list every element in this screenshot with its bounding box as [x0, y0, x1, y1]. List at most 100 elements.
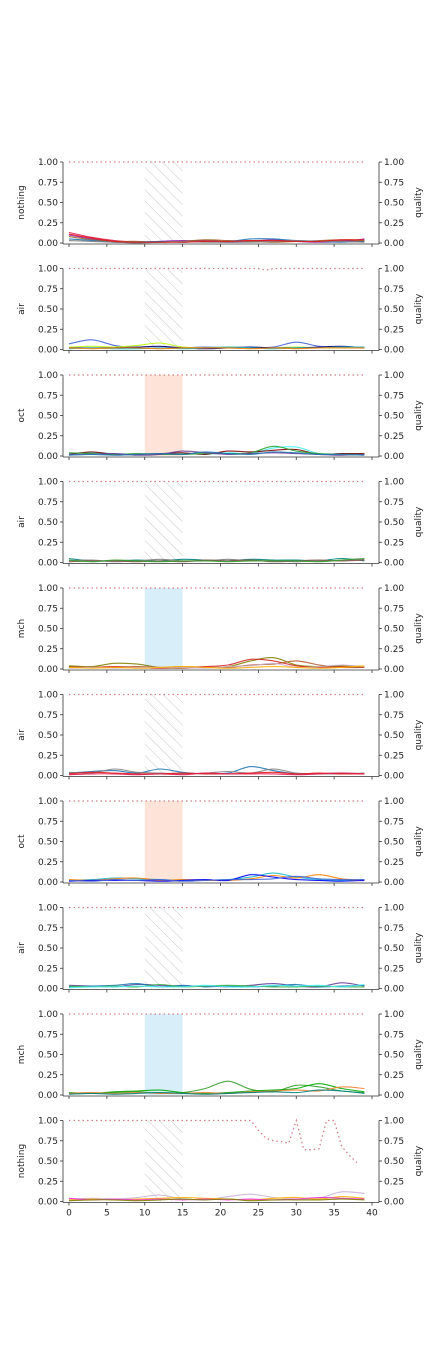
highlight-band: [144, 268, 183, 350]
y2-tick-label: 0.50: [384, 1051, 404, 1061]
y-tick-label: 0.50: [38, 199, 58, 209]
y2-tick-label: 0.25: [384, 325, 404, 335]
y2-tick-label: 0.25: [384, 751, 404, 761]
y-tick-label: 0.00: [38, 452, 58, 462]
y2-tick-label: 1.00: [384, 158, 404, 168]
series-line: [68, 772, 365, 776]
series-line: [68, 1086, 365, 1095]
y-tick-label: 1.00: [38, 265, 58, 275]
y-tick-label: 0.00: [38, 346, 58, 356]
y2-tick-label: 0.75: [384, 285, 404, 295]
panel-7: 0.00 0.25 0.50 0.75 1.00 0.00 0.25 0.50 0.75 1.00…: [17, 904, 424, 995]
y2-tick-label: 0.25: [384, 432, 404, 442]
y2-axis-label: quality: [414, 825, 424, 856]
y-tick-label: 0.25: [38, 219, 58, 229]
x-tick-label: 35: [328, 1209, 339, 1219]
y-tick-label: 1.00: [38, 797, 58, 807]
highlight-band: [144, 801, 183, 882]
y-tick-label: 0.00: [38, 1091, 58, 1101]
y2-tick-label: 0.25: [384, 964, 404, 974]
y2-tick-label: 0.75: [384, 498, 404, 508]
panel-3: 0.00 0.25 0.50 0.75 1.00 0.00 0.25 0.50 0.75 1.00…: [17, 478, 424, 569]
y-tick-label: 0.50: [38, 412, 58, 422]
highlight-band: [144, 907, 183, 989]
x-tick-label: 10: [139, 1209, 151, 1219]
quality-line: [69, 267, 365, 271]
y-tick-label: 0.00: [38, 985, 58, 995]
y2-tick-label: 0.00: [384, 239, 404, 249]
y-tick-label: 0.25: [38, 1177, 58, 1187]
highlight-band: [144, 481, 183, 563]
y2-tick-label: 0.50: [384, 199, 404, 209]
y-tick-label: 1.00: [38, 478, 58, 488]
y-tick-label: 0.75: [38, 391, 58, 401]
y-axis-label: oct: [17, 408, 27, 422]
panel-9: 0.00 0.25 0.50 0.75 1.00 0.00 0.25 0.50 0.75 1.00…: [17, 1117, 424, 1219]
y-tick-label: 0.00: [38, 665, 58, 675]
y2-tick-label: 0.50: [384, 518, 404, 528]
highlight-band: [144, 588, 183, 669]
y2-tick-label: 0.00: [384, 772, 404, 782]
y2-axis-label: quality: [414, 612, 424, 643]
y-tick-label: 0.50: [38, 1157, 58, 1167]
y-tick-label: 0.00: [38, 239, 58, 249]
y-axis-label: air: [17, 303, 27, 315]
y2-axis-label: quality: [414, 186, 424, 217]
y-tick-label: 1.00: [38, 371, 58, 381]
y2-tick-label: 1.00: [384, 1117, 404, 1127]
y2-tick-label: 0.75: [384, 1030, 404, 1040]
series-line: [68, 559, 365, 563]
y-axis-label: nothing: [17, 185, 27, 219]
x-tick-label: 0: [66, 1209, 72, 1219]
y2-tick-label: 0.50: [384, 1157, 404, 1167]
y2-tick-label: 0.50: [384, 412, 404, 422]
y-tick-label: 0.25: [38, 1071, 58, 1081]
y-tick-label: 0.75: [38, 285, 58, 295]
y2-tick-label: 1.00: [384, 584, 404, 594]
y-tick-label: 0.25: [38, 325, 58, 335]
y2-axis-label: quality: [414, 932, 424, 963]
y-tick-label: 0.25: [38, 858, 58, 868]
y-tick-label: 0.25: [38, 751, 58, 761]
series-line: [68, 557, 365, 563]
highlight-band: [144, 1120, 183, 1202]
y-tick-label: 0.50: [38, 944, 58, 954]
y-tick-label: 0.50: [38, 1051, 58, 1061]
y-tick-label: 0.25: [38, 645, 58, 655]
y2-tick-label: 0.75: [384, 1137, 404, 1147]
panel-4: 0.00 0.25 0.50 0.75 1.00 0.00 0.25 0.50 0.75 1.00…: [17, 584, 424, 675]
y-tick-label: 0.50: [38, 625, 58, 635]
x-tick-label: 15: [177, 1209, 188, 1219]
y2-tick-label: 1.00: [384, 265, 404, 275]
x-tick-label: 25: [253, 1209, 264, 1219]
y2-tick-label: 0.25: [384, 645, 404, 655]
y-tick-label: 1.00: [38, 1117, 58, 1127]
y2-tick-label: 0.50: [384, 944, 404, 954]
series-line: [68, 1089, 365, 1095]
y2-tick-label: 0.00: [384, 346, 404, 356]
series-line: [68, 1083, 365, 1094]
y2-tick-label: 0.50: [384, 731, 404, 741]
y-tick-label: 0.75: [38, 924, 58, 934]
y-tick-label: 0.75: [38, 178, 58, 188]
y2-tick-label: 1.00: [384, 904, 404, 914]
y-tick-label: 0.75: [38, 711, 58, 721]
y-axis-label: mch: [17, 1045, 27, 1064]
y2-tick-label: 0.25: [384, 1071, 404, 1081]
y-tick-label: 0.75: [38, 817, 58, 827]
y-tick-label: 0.00: [38, 1198, 58, 1208]
y2-axis-label: quality: [414, 1038, 424, 1069]
y-tick-label: 1.00: [38, 158, 58, 168]
y2-tick-label: 0.00: [384, 1091, 404, 1101]
y2-tick-label: 0.25: [384, 538, 404, 548]
y-tick-label: 0.00: [38, 878, 58, 888]
y2-tick-label: 1.00: [384, 1010, 404, 1020]
y-axis-label: air: [17, 729, 27, 741]
y-axis-label: nothing: [17, 1144, 27, 1178]
y-tick-label: 0.25: [38, 432, 58, 442]
panel-2: 0.00 0.25 0.50 0.75 1.00 0.00 0.25 0.50 0.75 1.00…: [17, 371, 424, 462]
y2-tick-label: 0.75: [384, 178, 404, 188]
y-tick-label: 1.00: [38, 904, 58, 914]
panel-8: 0.00 0.25 0.50 0.75 1.00 0.00 0.25 0.50 0.75 1.00…: [17, 1010, 424, 1101]
y-tick-label: 0.75: [38, 498, 58, 508]
